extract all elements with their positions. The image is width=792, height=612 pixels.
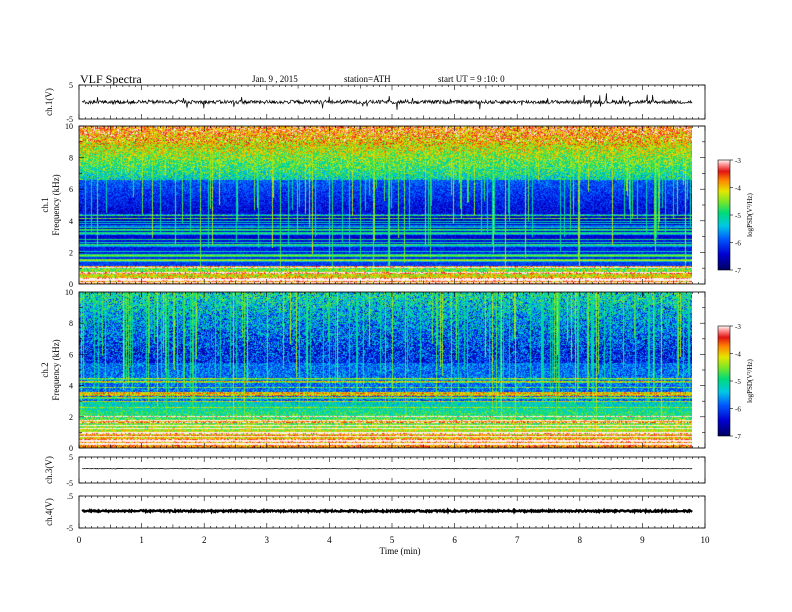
colorbar-tick-label-ch2: -7 — [735, 433, 741, 441]
y-axis-label2-ch2-spectrogram: Frequency (kHz) — [51, 339, 61, 400]
header-start-time: start UT = 9 :10: 0 — [438, 74, 505, 84]
spectrogram-image-ch2 — [79, 292, 692, 448]
colorbar-tick-label-ch1: -3 — [735, 157, 741, 165]
colorbar-tick-label-ch2: -4 — [735, 351, 741, 359]
waveform-trace-ch1-waveform — [81, 93, 693, 110]
y-axis-label-ch2-spectrogram: ch.2 — [40, 362, 50, 377]
y-tick-label-ch2-spectrogram: 6 — [69, 350, 73, 359]
y-axis-label-ch1-waveform: ch.1(V) — [44, 88, 54, 116]
y-tick-label-ch2-spectrogram: 4 — [69, 382, 73, 391]
waveform-trace-ch3-waveform — [82, 467, 693, 470]
y-tick-label-ch1-spectrogram: 10 — [65, 122, 73, 131]
x-tick-label: 4 — [327, 535, 332, 545]
y-tick-label-ch4-waveform: -5 — [66, 524, 73, 533]
y-tick-label-ch2-spectrogram: 0 — [69, 444, 73, 453]
spectrogram-image-ch1 — [79, 126, 692, 284]
y-tick-label-ch4-waveform: .5 — [67, 492, 73, 501]
colorbar-tick-label-ch2: -5 — [735, 378, 741, 386]
header-date: Jan. 9 , 2015 — [252, 74, 298, 84]
y-tick-label-ch1-waveform: -5 — [66, 115, 73, 124]
y-axis-label-ch4-waveform: ch.4(V) — [44, 498, 54, 526]
waveform-trace-ch4-waveform — [81, 507, 693, 515]
colorbar-tick-label-ch1: -6 — [735, 240, 741, 248]
y-axis-label-ch1-spectrogram: ch.1 — [40, 197, 50, 212]
x-tick-label: 2 — [202, 535, 207, 545]
colorbar-tick-label-ch1: -4 — [735, 185, 741, 193]
y-tick-label-ch3-waveform: -5 — [66, 479, 73, 488]
colorbar-gradient-ch1 — [718, 160, 730, 270]
x-tick-label: 6 — [452, 535, 457, 545]
y-tick-label-ch1-spectrogram: 8 — [69, 154, 73, 163]
x-tick-label: 9 — [640, 535, 645, 545]
x-tick-label: 0 — [77, 535, 82, 545]
x-tick-label: 1 — [139, 535, 144, 545]
y-tick-label-ch1-waveform: 5 — [69, 81, 73, 90]
x-tick-label: 10 — [701, 535, 711, 545]
chart-title: VLF Spectra — [80, 72, 142, 86]
x-tick-label: 8 — [578, 535, 583, 545]
y-tick-label-ch1-spectrogram: 2 — [69, 248, 73, 257]
colorbar-tick-label-ch2: -3 — [735, 323, 741, 331]
y-axis-label2-ch1-spectrogram: Frequency (kHz) — [51, 174, 61, 235]
y-tick-label-ch2-spectrogram: 8 — [69, 319, 73, 328]
y-tick-label-ch1-spectrogram: 6 — [69, 185, 73, 194]
colorbar-label-ch1: logPSD(V²/Hz) — [746, 192, 754, 236]
y-tick-label-ch1-spectrogram: 4 — [69, 217, 73, 226]
header-station: station=ATH — [344, 74, 391, 84]
colorbar-tick-label-ch1: -7 — [735, 267, 741, 275]
x-axis-label: Time (min) — [380, 546, 421, 556]
y-tick-label-ch2-spectrogram: 2 — [69, 413, 73, 422]
x-tick-label: 3 — [265, 535, 270, 545]
y-tick-label-ch1-spectrogram: 0 — [69, 280, 73, 289]
colorbar-tick-label-ch1: -5 — [735, 212, 741, 220]
x-tick-label: 5 — [390, 535, 395, 545]
y-tick-label-ch2-spectrogram: 10 — [65, 288, 73, 297]
y-tick-label-ch3-waveform: 5 — [69, 453, 73, 462]
colorbar-label-ch2: logPSD(V²/Hz) — [746, 358, 754, 402]
colorbar-gradient-ch2 — [718, 326, 730, 436]
colorbar-tick-label-ch2: -6 — [735, 406, 741, 414]
x-tick-label: 7 — [515, 535, 520, 545]
y-axis-label-ch3-waveform: ch.3(V) — [44, 456, 54, 484]
